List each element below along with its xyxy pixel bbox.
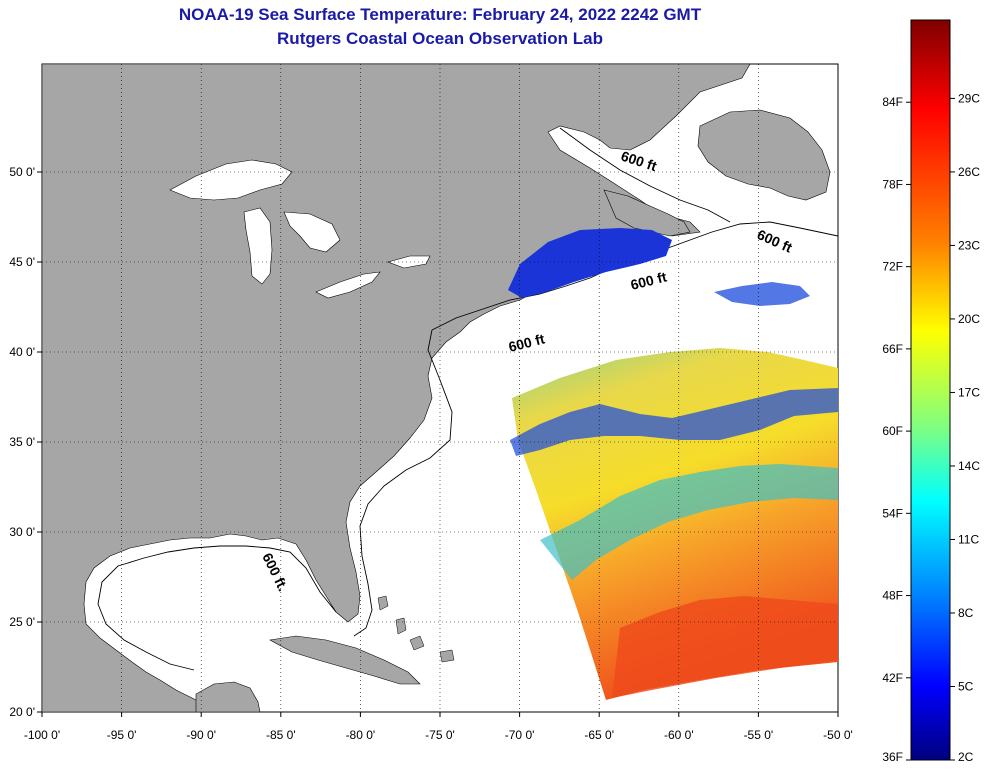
lon-tick-label: -100 0'	[24, 728, 60, 742]
lon-tick-label: -60 0'	[664, 728, 694, 742]
land-cuba	[269, 635, 421, 685]
longitude-axis: -100 0' -95 0' -90 0' -85 0' -80 0' -75 0' -70…	[24, 712, 853, 742]
latitude-axis: 50 0' 45 0' 40 0' 35 0' 30 0' 25 0' 20 0'	[9, 165, 42, 719]
colorbar-c-label: 5C	[958, 679, 974, 693]
colorbar-c-label: 26C	[958, 165, 980, 179]
lon-tick-label: -95 0'	[107, 728, 137, 742]
lon-tick-label: -55 0'	[744, 728, 774, 742]
map-title: NOAA-19 Sea Surface Temperature: Februar…	[178, 5, 702, 24]
colorbar-f-label: 84F	[882, 95, 903, 109]
lat-tick-label: 20 0'	[9, 705, 35, 719]
lat-tick-label: 30 0'	[9, 525, 35, 539]
colorbar-fahrenheit-labels: 84F 78F 72F 66F 60F 54F 48F 42F 36F	[882, 95, 911, 764]
land-north-america	[42, 64, 751, 712]
colorbar-c-label: 2C	[958, 750, 974, 764]
lon-tick-label: -75 0'	[425, 728, 455, 742]
land-yucatan	[195, 681, 261, 712]
sst-warm-core	[612, 596, 838, 698]
colorbar-c-label: 17C	[958, 385, 980, 399]
colorbar-f-label: 36F	[882, 750, 903, 764]
lon-tick-label: -65 0'	[584, 728, 614, 742]
sst-patch-scotian-shelf	[714, 282, 810, 306]
lat-tick-label: 40 0'	[9, 345, 35, 359]
lat-tick-label: 45 0'	[9, 255, 35, 269]
colorbar-f-label: 66F	[882, 342, 903, 356]
colorbar	[910, 19, 951, 761]
map-subtitle: Rutgers Coastal Ocean Observation Lab	[277, 29, 603, 48]
colorbar-f-label: 72F	[882, 260, 903, 274]
colorbar-celsius-labels: 29C 26C 23C 20C 17C 14C 11C 8C 5C 2C	[950, 91, 980, 764]
graticule	[42, 64, 838, 712]
land-nova-scotia	[603, 189, 691, 237]
colorbar-c-label: 23C	[958, 238, 980, 252]
colorbar-f-label: 60F	[882, 424, 903, 438]
colorbar-f-label: 54F	[882, 506, 903, 520]
lat-tick-label: 25 0'	[9, 615, 35, 629]
colorbar-c-label: 20C	[958, 312, 980, 326]
sst-cold-band-north	[510, 388, 838, 456]
lake-ontario	[387, 255, 431, 269]
lon-tick-label: -80 0'	[346, 728, 376, 742]
lake-superior	[169, 159, 293, 201]
lat-tick-label: 35 0'	[9, 435, 35, 449]
colorbar-c-label: 11C	[958, 532, 979, 546]
lon-tick-label: -90 0'	[186, 728, 216, 742]
lon-tick-label: -70 0'	[505, 728, 535, 742]
lon-tick-label: -50 0'	[823, 728, 853, 742]
lake-huron	[283, 211, 341, 253]
lake-erie	[315, 271, 381, 299]
lake-michigan	[243, 207, 273, 285]
colorbar-c-label: 14C	[958, 459, 980, 473]
colorbar-f-label: 78F	[882, 177, 903, 191]
sst-patch-gulf-of-maine	[508, 228, 672, 298]
lon-tick-label: -85 0'	[266, 728, 296, 742]
colorbar-c-label: 29C	[958, 91, 980, 105]
land-bahamas	[377, 595, 455, 663]
colorbar-c-label: 8C	[958, 606, 974, 620]
colorbar-f-label: 48F	[882, 589, 903, 603]
colorbar-f-label: 42F	[882, 671, 903, 685]
lat-tick-label: 50 0'	[9, 165, 35, 179]
sst-teal-band	[540, 464, 838, 580]
land-newfoundland	[697, 109, 831, 201]
